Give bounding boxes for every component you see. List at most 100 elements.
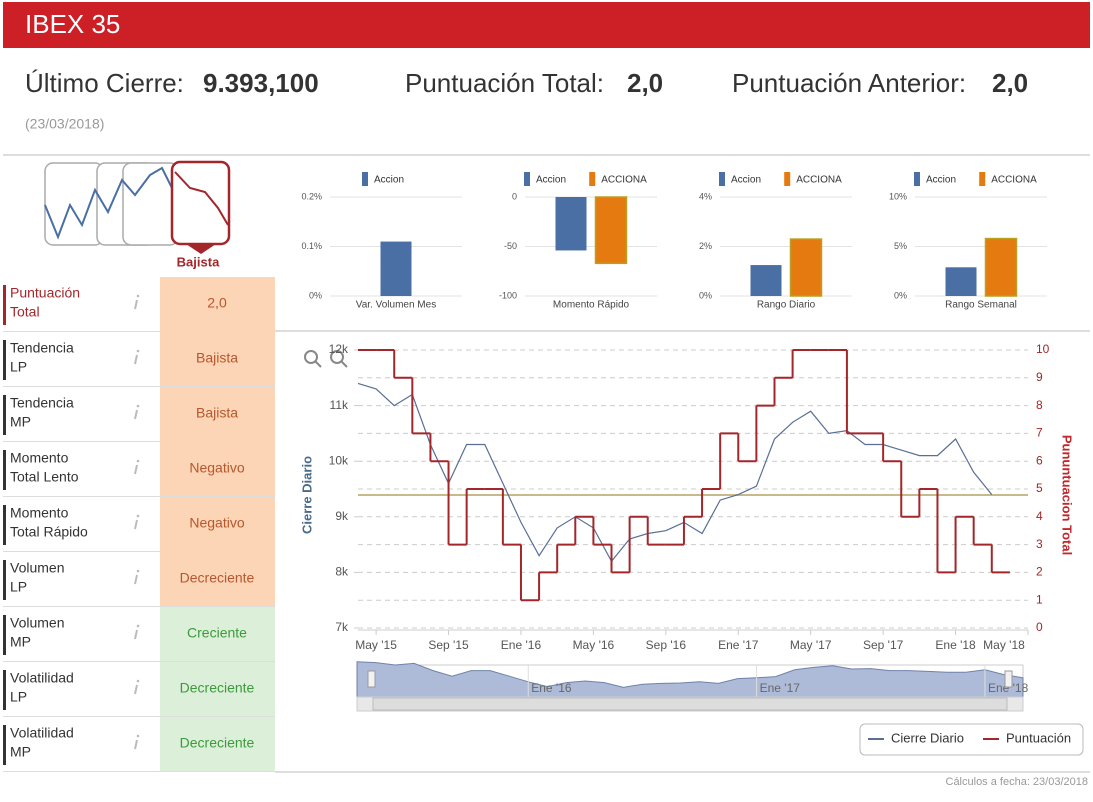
y2-tick-label: 2 bbox=[1036, 565, 1043, 579]
row-label: LP bbox=[10, 689, 27, 705]
row-label: Momento bbox=[10, 450, 69, 466]
row-value: Decreciente bbox=[180, 735, 255, 751]
info-icon bbox=[134, 574, 138, 585]
bar bbox=[555, 197, 587, 251]
row-label: Tendencia bbox=[10, 395, 74, 411]
bar bbox=[380, 241, 412, 296]
row-value-cell bbox=[160, 662, 275, 716]
y-tick-label: 8k bbox=[335, 565, 349, 579]
header-bar bbox=[3, 2, 1090, 48]
y-tick-label: 10k bbox=[329, 453, 349, 467]
row-label: Momento bbox=[10, 505, 69, 521]
row-label: LP bbox=[10, 579, 27, 595]
y2-tick-label: 3 bbox=[1036, 537, 1043, 551]
row-label: MP bbox=[10, 414, 31, 430]
x-category-label: Rango Semanal bbox=[945, 300, 1017, 311]
info-icon bbox=[134, 739, 138, 750]
x-tick-label: Ene '18 bbox=[935, 638, 976, 652]
x-tick-label: Ene '16 bbox=[501, 638, 542, 652]
row-label: Volatilidad bbox=[10, 670, 74, 686]
legend-swatch bbox=[979, 172, 986, 186]
bar bbox=[789, 238, 823, 297]
navigator-area bbox=[356, 661, 1024, 698]
row-label: Total Rápido bbox=[10, 524, 88, 540]
y-tick-label: 0% bbox=[309, 290, 322, 300]
y2-tick-label: 10 bbox=[1036, 342, 1050, 356]
x-category-label: Var. Volumen Mes bbox=[356, 300, 436, 311]
row-label: Puntuación bbox=[10, 285, 80, 301]
x-tick-label: Ene '17 bbox=[718, 638, 759, 652]
row-marker bbox=[3, 395, 6, 435]
y-tick-label: 0.1% bbox=[301, 241, 322, 251]
legend-label: Cierre Diario bbox=[891, 730, 964, 745]
row-value: Decreciente bbox=[180, 570, 255, 586]
x-category-label: Momento Rápido bbox=[553, 300, 630, 311]
row-marker bbox=[3, 450, 6, 490]
row-label: Total Lento bbox=[10, 469, 79, 485]
info-icon bbox=[134, 409, 138, 420]
row-value-cell bbox=[160, 277, 275, 331]
y2-tick-label: 8 bbox=[1036, 398, 1043, 412]
signal-label: Bajista bbox=[177, 254, 220, 269]
legend-swatch bbox=[524, 172, 530, 186]
info-icon bbox=[134, 629, 138, 640]
row-value-cell bbox=[160, 552, 275, 606]
total-label: Puntuación Total: bbox=[405, 68, 604, 98]
x-category-label: Rango Diario bbox=[757, 300, 816, 311]
y-tick-label: 0.2% bbox=[301, 191, 322, 201]
legend-label: ACCIONA bbox=[991, 175, 1037, 186]
row-value: Decreciente bbox=[180, 680, 255, 696]
legend-swatch bbox=[362, 172, 368, 186]
x-tick-label: Sep '16 bbox=[646, 638, 687, 652]
total-value: 2,0 bbox=[627, 68, 663, 98]
legend-label: Accion bbox=[926, 175, 956, 186]
info-icon bbox=[136, 624, 140, 628]
legend-swatch bbox=[914, 172, 920, 186]
row-marker bbox=[3, 285, 6, 325]
x-tick-label: May '17 bbox=[790, 638, 832, 652]
y2-tick-label: 1 bbox=[1036, 592, 1043, 606]
row-marker bbox=[3, 505, 6, 545]
close-value: 9.393,100 bbox=[203, 68, 319, 98]
info-icon bbox=[134, 464, 138, 475]
row-label: LP bbox=[10, 359, 27, 375]
row-label: Total bbox=[10, 304, 40, 320]
bar bbox=[984, 237, 1018, 297]
row-value: 2,0 bbox=[207, 295, 227, 311]
info-icon bbox=[136, 514, 140, 518]
info-icon bbox=[136, 404, 140, 408]
navigator-label: Ene '16 bbox=[531, 681, 572, 695]
row-marker bbox=[3, 670, 6, 710]
trend-icon bbox=[44, 160, 231, 254]
x-tick-label: Sep '15 bbox=[428, 638, 469, 652]
prev-value: 2,0 bbox=[992, 68, 1028, 98]
row-value-cell bbox=[160, 497, 275, 551]
prev-label: Puntuación Anterior: bbox=[732, 68, 966, 98]
info-icon bbox=[136, 679, 140, 683]
info-icon bbox=[136, 294, 140, 298]
x-tick-label: May '16 bbox=[573, 638, 615, 652]
y2-tick-label: 7 bbox=[1036, 426, 1043, 440]
y2-tick-label: 0 bbox=[1036, 620, 1043, 634]
y2-tick-label: 5 bbox=[1036, 481, 1043, 495]
legend-label: Puntuación bbox=[1006, 730, 1071, 745]
row-marker bbox=[3, 560, 6, 600]
row-value-cell bbox=[160, 717, 275, 771]
row-label: Tendencia bbox=[10, 340, 74, 356]
legend-label: ACCIONA bbox=[601, 175, 647, 186]
x-tick-label: Sep '17 bbox=[863, 638, 904, 652]
y2-tick-label: 4 bbox=[1036, 509, 1043, 523]
y2-axis-title: Pununtuacion Total bbox=[1060, 435, 1075, 555]
y-tick-label: 0 bbox=[512, 191, 517, 201]
y-tick-label: 5% bbox=[894, 241, 907, 251]
y2-tick-label: 6 bbox=[1036, 453, 1043, 467]
y-tick-label: 7k bbox=[335, 620, 349, 634]
footer: Cálculos a fecha: 23/03/2018 bbox=[946, 776, 1089, 788]
y2-tick-label: 9 bbox=[1036, 370, 1043, 384]
row-label: MP bbox=[10, 744, 31, 760]
row-label: Volumen bbox=[10, 560, 64, 576]
y-tick-label: 9k bbox=[335, 509, 349, 523]
scrollbar-thumb bbox=[372, 697, 1008, 711]
info-icon bbox=[134, 684, 138, 695]
